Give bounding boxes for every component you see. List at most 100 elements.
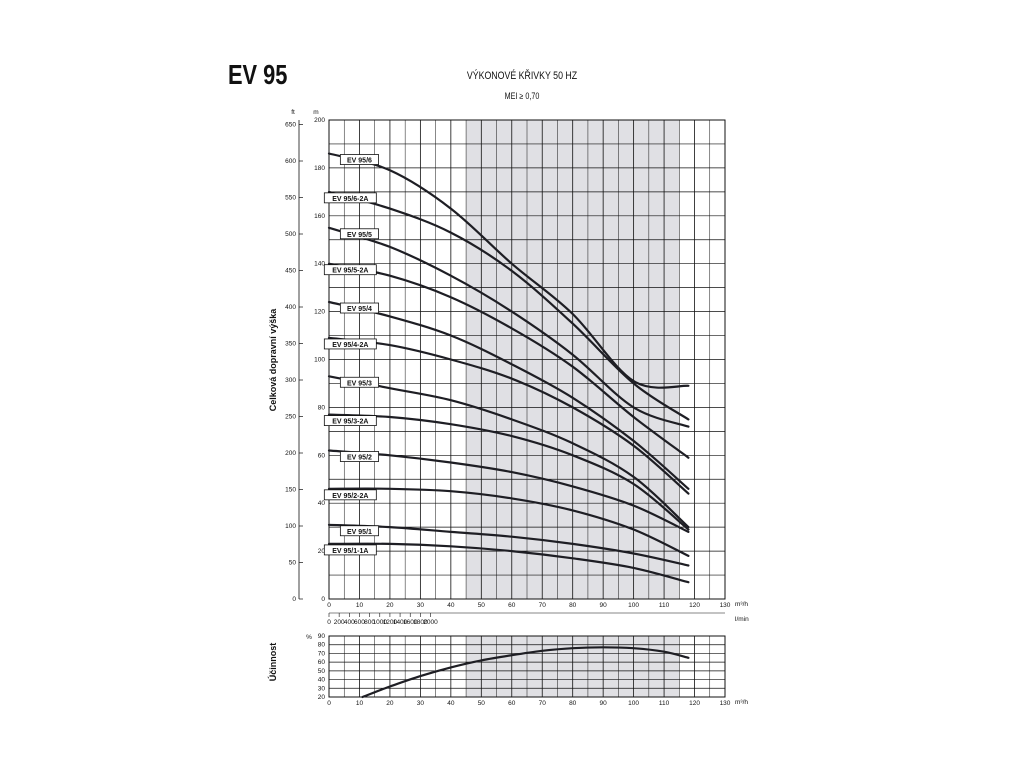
eff-x-tick-label: 120 — [689, 700, 700, 707]
series-label-box — [323, 338, 377, 350]
x-tick-label-lmin: 1200 — [383, 619, 398, 626]
y-tick-label-ft: 650 — [285, 122, 296, 129]
eff-x-tick-label: 70 — [539, 700, 547, 707]
y-tick-label-ft: 600 — [285, 158, 296, 165]
y-tick-label-m: 200 — [314, 117, 325, 124]
series-label: EV 95/5 — [347, 232, 372, 239]
y-axis-title: Celková dopravní výška — [268, 308, 278, 412]
series-label: EV 95/4-2A — [332, 342, 368, 349]
head-curve-3 — [327, 226, 690, 428]
head-curve-1 — [327, 152, 690, 389]
y-tick-label-ft: 500 — [285, 231, 296, 238]
eff-x-tick-label: 10 — [356, 700, 364, 707]
eff-x-tick-label: 0 — [327, 700, 331, 707]
y-tick-label-ft: 400 — [285, 304, 296, 311]
head-curve-12 — [327, 542, 690, 584]
x-tick-label: 30 — [417, 602, 425, 609]
eff-y-tick-label: 60 — [318, 659, 326, 666]
series-label: EV 95/3-2A — [332, 419, 368, 426]
series-label-box — [339, 228, 379, 240]
x-tick-label-lmin: 600 — [354, 619, 365, 626]
head-curve-2 — [327, 190, 690, 421]
chart-subtitle: MEI ≥ 0,70 — [505, 91, 540, 101]
y-tick-label-m: 120 — [314, 309, 325, 316]
series-label-box — [323, 415, 377, 426]
eff-y-tick-label: 90 — [318, 633, 326, 640]
eff-x-tick-label: 110 — [659, 700, 670, 707]
y-tick-label-ft: 450 — [285, 268, 296, 275]
plot-frame — [328, 635, 726, 698]
x-tick-label: 50 — [478, 602, 486, 609]
eff-y-tick-label: 70 — [318, 650, 326, 657]
x-tick-label: 80 — [569, 602, 577, 609]
plot-frame — [328, 119, 726, 600]
series-label-box — [323, 264, 377, 276]
y-unit-m: m — [313, 109, 318, 116]
eff-x-tick-label: 30 — [417, 700, 425, 707]
y-tick-label-m: 160 — [314, 213, 325, 220]
head-curve-4 — [327, 262, 690, 459]
x-unit-lmin: l/min — [735, 616, 749, 623]
x-tick-label-lmin: 1600 — [403, 619, 418, 626]
y-unit-ft: ft — [291, 109, 295, 116]
series-label-box — [323, 544, 377, 556]
eff-x-tick-label: 100 — [628, 700, 639, 707]
chart-title: VÝKONOVÉ KŘIVKY 50 HZ — [467, 70, 577, 82]
x-tick-label: 130 — [720, 602, 731, 609]
series-label: EV 95/4 — [347, 306, 372, 313]
eff-y-tick-label: 30 — [318, 685, 326, 692]
x-tick-label: 0 — [327, 602, 331, 609]
series-label-box — [323, 489, 377, 501]
eff-y-axis-title: Účinnost — [267, 643, 278, 682]
head-curve-7 — [327, 375, 690, 529]
series-label: EV 95/6 — [347, 158, 372, 165]
series-label: EV 95/1-1A — [332, 548, 368, 555]
y-tick-label-m: 40 — [318, 500, 326, 507]
eff-y-tick-label: 80 — [318, 642, 326, 649]
x-tick-label: 110 — [659, 602, 670, 609]
head-curve-5 — [327, 300, 690, 490]
y-tick-label-ft: 550 — [285, 195, 296, 202]
eff-y-tick-label: 50 — [318, 668, 326, 675]
head-chart: 0204060801001201401601802000501001502002… — [268, 109, 749, 626]
efficiency-curve — [361, 646, 690, 699]
y-tick-label-ft: 50 — [289, 560, 297, 567]
head-curve-6 — [327, 336, 690, 495]
eff-x-unit: m³/h — [735, 699, 748, 706]
x-tick-label: 90 — [600, 602, 608, 609]
eff-x-tick-label: 60 — [508, 700, 516, 707]
series-label-box — [339, 154, 379, 165]
x-tick-label: 10 — [356, 602, 364, 609]
x-tick-label: 70 — [539, 602, 547, 609]
x-unit-m3h: m³/h — [735, 601, 748, 608]
eff-y-unit: % — [306, 634, 312, 641]
y-tick-label-ft: 200 — [285, 450, 296, 457]
eff-x-tick-label: 50 — [478, 700, 486, 707]
eff-x-tick-label: 90 — [600, 700, 608, 707]
series-label-box — [339, 451, 379, 462]
eff-y-tick-label: 40 — [318, 677, 326, 684]
x-tick-label: 20 — [386, 602, 394, 609]
product-title: EV 95 — [228, 59, 287, 90]
y-tick-label-ft: 0 — [292, 596, 296, 603]
series-label: EV 95/2 — [347, 455, 372, 462]
x-tick-label: 40 — [447, 602, 455, 609]
eff-y-tick-label: 20 — [318, 694, 326, 701]
eff-x-tick-label: 80 — [569, 700, 577, 707]
head-curve-10 — [327, 487, 690, 557]
x-tick-label: 60 — [508, 602, 516, 609]
y-tick-label-m: 0 — [321, 596, 325, 603]
eff-x-tick-label: 130 — [720, 700, 731, 707]
series-label: EV 95/5-2A — [332, 268, 368, 275]
x-tick-label-lmin: 800 — [364, 619, 375, 626]
series-label: EV 95/3 — [347, 380, 372, 387]
series-label: EV 95/6-2A — [332, 196, 368, 203]
head-curve-11 — [327, 523, 690, 567]
y-tick-label-ft: 100 — [285, 523, 296, 530]
y-tick-label-m: 60 — [318, 452, 326, 459]
x-tick-label-lmin: 400 — [344, 619, 355, 626]
x-tick-label-lmin: 1000 — [373, 619, 388, 626]
series-label-box — [339, 302, 379, 314]
